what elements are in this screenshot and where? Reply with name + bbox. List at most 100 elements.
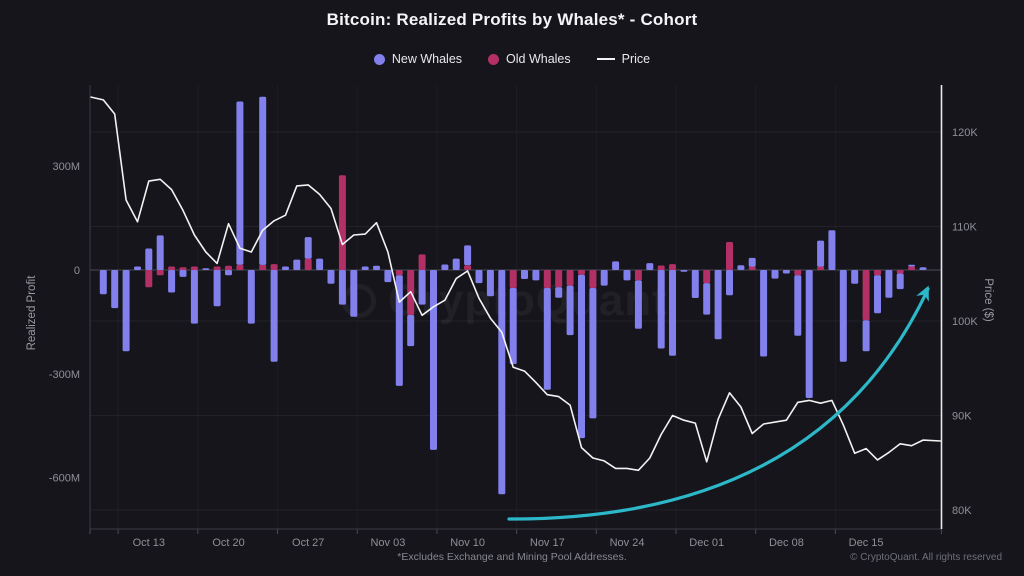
bar-new-whales-dec-10[interactable]: [805, 270, 813, 398]
bar-old-whales-dec-03[interactable]: [726, 242, 733, 270]
bar-new-whales-oct-19[interactable]: [213, 270, 221, 307]
bar-new-whales-dec-17[interactable]: [885, 270, 893, 298]
bar-new-whales-dec-06[interactable]: [760, 270, 768, 357]
legend-item-new-whales[interactable]: New Whales: [373, 52, 462, 66]
bar-new-whales-dec-14[interactable]: [851, 270, 859, 284]
bar-new-whales-oct-13[interactable]: [145, 248, 153, 271]
bar-old-whales-oct-13[interactable]: [145, 270, 153, 288]
bar-new-whales-nov-18[interactable]: [555, 287, 563, 298]
bar-new-whales-dec-05[interactable]: [748, 257, 756, 267]
bar-old-whales-nov-18[interactable]: [555, 270, 563, 288]
bar-old-whales-oct-21[interactable]: [236, 264, 244, 270]
bar-old-whales-oct-24[interactable]: [270, 264, 278, 270]
bar-new-whales-oct-25[interactable]: [282, 266, 289, 271]
bar-new-whales-nov-17[interactable]: [543, 288, 551, 390]
bar-new-whales-oct-21[interactable]: [236, 101, 244, 265]
bar-new-whales-nov-12[interactable]: [486, 270, 494, 297]
bar-new-whales-nov-20[interactable]: [578, 274, 585, 439]
bar-old-whales-oct-15[interactable]: [168, 266, 176, 271]
price-line[interactable]: [89, 96, 942, 472]
bar-old-whales-oct-27[interactable]: [304, 258, 312, 270]
bar-new-whales-oct-20[interactable]: [225, 270, 232, 276]
bar-new-whales-oct-10[interactable]: [111, 270, 119, 309]
bar-new-whales-oct-22[interactable]: [247, 270, 255, 324]
bar-old-whales-oct-30[interactable]: [338, 175, 346, 270]
bar-old-whales-dec-18[interactable]: [896, 270, 904, 274]
bar-new-whales-oct-30[interactable]: [338, 270, 346, 305]
bar-old-whales-dec-09[interactable]: [794, 270, 802, 276]
bar-new-whales-nov-06[interactable]: [418, 270, 426, 305]
bar-new-whales-dec-13[interactable]: [839, 270, 847, 362]
bar-new-whales-nov-30[interactable]: [691, 270, 699, 298]
bar-old-whales-dec-05[interactable]: [748, 266, 756, 271]
bar-new-whales-dec-11[interactable]: [817, 240, 825, 267]
bar-old-whales-oct-16[interactable]: [179, 267, 187, 270]
bar-new-whales-oct-26[interactable]: [293, 259, 301, 270]
bar-old-whales-nov-19[interactable]: [566, 270, 574, 286]
bar-new-whales-nov-13[interactable]: [498, 270, 506, 495]
bar-new-whales-dec-16[interactable]: [874, 275, 881, 314]
bar-new-whales-dec-08[interactable]: [782, 270, 790, 274]
bar-new-whales-dec-12[interactable]: [828, 230, 836, 270]
bar-old-whales-oct-23[interactable]: [259, 264, 267, 270]
bar-old-whales-nov-25[interactable]: [634, 270, 642, 281]
bar-new-whales-dec-01[interactable]: [703, 283, 711, 315]
bar-new-whales-nov-10[interactable]: [464, 245, 472, 266]
bar-new-whales-nov-02[interactable]: [373, 265, 380, 270]
bar-new-whales-nov-29[interactable]: [680, 270, 688, 272]
bar-old-whales-nov-14[interactable]: [509, 270, 517, 288]
bar-new-whales-nov-14[interactable]: [509, 288, 517, 365]
bar-new-whales-nov-15[interactable]: [521, 270, 528, 279]
legend-item-old-whales[interactable]: Old Whales: [488, 52, 571, 66]
bar-old-whales-nov-17[interactable]: [543, 270, 551, 288]
bar-old-whales-oct-20[interactable]: [225, 265, 232, 270]
bar-old-whales-nov-28[interactable]: [669, 264, 676, 270]
bar-old-whales-oct-17[interactable]: [190, 266, 198, 271]
bar-old-whales-dec-15[interactable]: [862, 270, 870, 321]
bar-new-whales-nov-19[interactable]: [566, 285, 574, 336]
bar-new-whales-oct-27[interactable]: [304, 237, 312, 259]
bar-new-whales-nov-09[interactable]: [452, 258, 460, 270]
bar-new-whales-nov-22[interactable]: [600, 270, 608, 286]
legend-item-price[interactable]: Price: [596, 52, 650, 66]
bar-old-whales-dec-16[interactable]: [874, 270, 881, 276]
bar-old-whales-oct-19[interactable]: [213, 266, 221, 271]
bar-new-whales-nov-23[interactable]: [612, 261, 620, 270]
bar-old-whales-nov-27[interactable]: [657, 265, 665, 271]
bar-new-whales-dec-19[interactable]: [908, 264, 916, 267]
bar-old-whales-nov-06[interactable]: [418, 254, 426, 270]
bar-new-whales-oct-15[interactable]: [168, 270, 176, 293]
bar-new-whales-oct-09[interactable]: [99, 270, 107, 295]
bar-new-whales-oct-17[interactable]: [190, 270, 198, 324]
bar-new-whales-oct-14[interactable]: [156, 235, 164, 270]
bar-old-whales-dec-11[interactable]: [817, 266, 825, 271]
bar-old-whales-nov-21[interactable]: [589, 270, 597, 288]
bar-new-whales-nov-24[interactable]: [623, 270, 631, 281]
bar-new-whales-oct-23[interactable]: [259, 96, 267, 265]
bar-new-whales-nov-16[interactable]: [532, 270, 540, 281]
bar-new-whales-oct-31[interactable]: [350, 270, 358, 317]
bar-new-whales-nov-03[interactable]: [384, 270, 392, 283]
bar-new-whales-dec-07[interactable]: [771, 270, 779, 279]
bar-old-whales-nov-04[interactable]: [395, 270, 403, 276]
bar-new-whales-dec-20[interactable]: [919, 267, 927, 270]
bar-new-whales-nov-01[interactable]: [361, 266, 369, 271]
bar-old-whales-nov-20[interactable]: [578, 270, 585, 275]
bar-new-whales-nov-25[interactable]: [634, 280, 642, 329]
bar-new-whales-nov-08[interactable]: [441, 264, 449, 271]
bar-new-whales-dec-18[interactable]: [896, 273, 904, 290]
bar-new-whales-nov-07[interactable]: [430, 270, 437, 450]
bar-new-whales-oct-29[interactable]: [327, 270, 335, 284]
bar-new-whales-oct-11[interactable]: [122, 270, 130, 352]
bar-new-whales-nov-05[interactable]: [407, 315, 415, 347]
bar-new-whales-dec-15[interactable]: [862, 320, 870, 352]
bar-new-whales-nov-21[interactable]: [589, 288, 597, 419]
bar-new-whales-nov-04[interactable]: [395, 275, 403, 386]
bar-new-whales-dec-09[interactable]: [794, 275, 802, 336]
bar-new-whales-dec-04[interactable]: [737, 265, 745, 270]
bar-new-whales-dec-02[interactable]: [714, 270, 722, 340]
bar-new-whales-dec-03[interactable]: [726, 270, 733, 296]
bar-new-whales-nov-27[interactable]: [657, 270, 665, 349]
bar-old-whales-dec-19[interactable]: [908, 266, 916, 271]
bar-new-whales-oct-28[interactable]: [316, 258, 324, 270]
